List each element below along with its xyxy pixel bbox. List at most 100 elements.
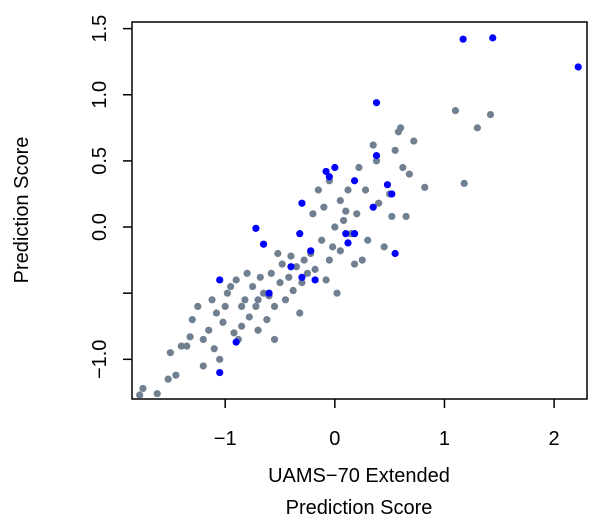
gray-data-point <box>216 355 224 363</box>
blue-data-point <box>489 34 497 42</box>
gray-data-point <box>230 329 238 337</box>
gray-data-point <box>473 124 481 132</box>
gray-data-point <box>270 302 279 311</box>
gray-data-point <box>254 296 262 304</box>
gray-data-point <box>364 236 372 244</box>
gray-data-point <box>249 282 257 291</box>
gray-data-point <box>358 256 366 264</box>
gray-data-point <box>238 322 246 330</box>
gray-data-point <box>210 345 218 353</box>
data-points <box>136 34 582 399</box>
y-tick-label: 0.0 <box>89 213 111 241</box>
gray-data-point <box>139 384 147 393</box>
gray-data-point <box>245 313 253 321</box>
gray-data-point <box>287 252 295 260</box>
gray-data-point <box>259 289 268 297</box>
gray-data-point <box>267 269 275 277</box>
gray-data-point <box>212 309 221 317</box>
gray-data-point <box>320 203 328 211</box>
gray-data-point <box>172 371 180 379</box>
gray-data-point <box>355 163 363 172</box>
gray-data-point <box>164 375 172 383</box>
blue-data-point <box>574 63 582 71</box>
blue-data-point <box>232 338 240 346</box>
gray-data-point <box>205 326 213 334</box>
gray-data-point <box>380 243 388 251</box>
y-axis-title: Prediction Score <box>11 137 33 284</box>
gray-data-point <box>336 247 344 255</box>
gray-data-point <box>388 212 396 221</box>
gray-data-point <box>188 316 196 324</box>
gray-data-point <box>405 170 413 178</box>
gray-data-point <box>344 186 352 194</box>
gray-data-point <box>186 333 194 341</box>
blue-data-point <box>391 249 399 258</box>
blue-data-point <box>350 177 359 185</box>
gray-data-point <box>399 163 407 172</box>
gray-data-point <box>278 260 286 268</box>
gray-data-point <box>311 265 319 273</box>
blue-data-point <box>372 152 381 160</box>
gray-data-point <box>274 249 282 258</box>
blue-data-point <box>383 181 392 189</box>
blue-data-point <box>252 224 260 232</box>
gray-data-point <box>410 137 418 145</box>
gray-data-point <box>372 157 381 165</box>
gray-data-point <box>318 236 326 244</box>
x-axis-title-line-2: Prediction Score <box>286 497 433 519</box>
gray-data-point <box>325 256 333 264</box>
x-axis: −1 0 1 2 <box>214 399 560 450</box>
blue-data-point <box>459 35 467 43</box>
blue-data-point <box>287 263 295 271</box>
gray-data-point <box>256 273 264 281</box>
y-tick-label: −1.0 <box>89 340 111 379</box>
gray-data-point <box>208 296 216 304</box>
blue-data-point <box>344 239 352 247</box>
gray-data-point <box>219 318 227 326</box>
blue-data-point <box>342 230 350 238</box>
blue-data-point <box>322 167 330 176</box>
gray-data-point <box>300 256 308 264</box>
x-tick-label: 1 <box>439 428 450 450</box>
gray-data-point <box>166 349 174 357</box>
gray-data-point <box>238 302 246 311</box>
blue-data-point <box>216 276 224 284</box>
gray-data-point <box>199 335 207 344</box>
gray-data-point <box>270 335 279 344</box>
gray-data-point <box>342 207 350 215</box>
gray-data-point <box>333 289 341 297</box>
gray-data-point <box>298 278 306 287</box>
plot-frame <box>131 21 588 400</box>
gray-data-point <box>331 223 339 231</box>
blue-data-point <box>298 199 306 207</box>
blue-data-point <box>259 240 268 248</box>
gray-data-point <box>361 186 370 194</box>
gray-data-point <box>460 179 468 187</box>
gray-data-point <box>241 296 249 304</box>
gray-data-point <box>336 196 344 205</box>
gray-data-point <box>314 186 322 194</box>
blue-data-point <box>296 230 304 238</box>
gray-data-point <box>391 146 399 154</box>
gray-data-point <box>254 326 262 334</box>
x-axis-title-line-1: UAMS−70 Extended <box>268 465 450 487</box>
gray-data-point <box>276 278 284 287</box>
x-tick-label: 0 <box>329 428 340 450</box>
blue-data-point <box>369 203 377 211</box>
gray-data-point <box>252 302 260 311</box>
gray-data-point <box>221 302 229 311</box>
blue-data-point <box>372 99 381 107</box>
gray-data-point <box>451 107 460 115</box>
blue-data-point <box>298 273 306 281</box>
gray-data-point <box>232 276 240 284</box>
blue-data-point <box>388 190 396 198</box>
x-tick-label: −1 <box>214 428 237 450</box>
gray-data-point <box>309 210 317 218</box>
blue-data-point <box>350 230 359 238</box>
gray-data-point <box>281 296 290 304</box>
gray-data-point <box>322 276 330 284</box>
blue-data-point <box>307 247 315 255</box>
gray-data-point <box>296 309 304 317</box>
gray-data-point <box>486 110 495 119</box>
